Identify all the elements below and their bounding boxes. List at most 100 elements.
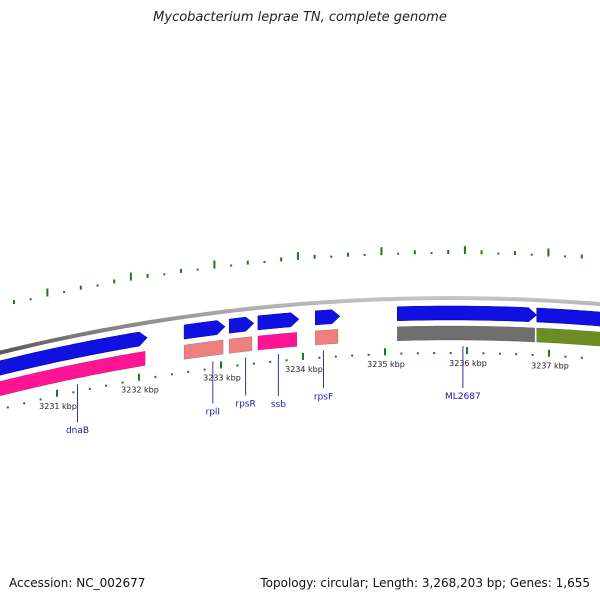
gc-tick [330,255,333,258]
scale-tick [482,352,485,355]
gc-tick [180,268,182,273]
gc-tick [29,298,32,301]
gc-tick [380,247,383,256]
gc-tick [13,300,15,304]
forward-cds-ML2687[interactable] [397,305,538,322]
scale-tick [72,391,75,394]
forward-cds-rpsF[interactable] [315,309,341,326]
gc-tick [196,268,199,271]
reverse-cds-ssb[interactable] [257,332,298,351]
gc-tick [296,252,299,260]
forward-cds-dnaB[interactable] [0,331,148,376]
scale-tick [400,352,403,355]
scale-tick [203,368,206,371]
scale-tick [121,381,124,384]
scale-tick [6,406,9,409]
gc-tick [530,253,533,256]
gene-label-rplI[interactable]: rplI [206,407,221,417]
gc-tick [447,250,450,254]
reverse-cds-dnaB[interactable] [0,350,146,397]
gc-tick [46,288,49,297]
gc-tick [497,252,500,255]
reverse-cds-ML2687[interactable] [397,325,535,343]
gc-tick [246,260,249,265]
backbone-ring [0,296,600,355]
scale-label-3232: 3232 kbp [121,386,159,395]
scale-label-3236: 3236 kbp [449,359,487,368]
scale-tick [564,355,567,358]
accession-text: Accession: NC_002677 [9,576,146,590]
gc-tick [263,261,266,263]
reverse-cds-track [0,325,600,397]
reverse-cds-rpsR[interactable] [228,336,253,354]
scale-tick [433,352,436,355]
gc-tick [213,260,216,269]
forward-cds-rplI[interactable] [183,320,226,340]
reverse-cds-rplI[interactable] [183,339,224,360]
gc-tick [79,285,82,290]
scale-tick [39,398,42,401]
scale-tick [498,352,501,355]
scale-tick [252,362,255,365]
scale-track: 3231 kbp 3232 kbp 3233 kbp 3234 kbp 3235 kbp… [6,347,583,411]
scale-tick [515,353,518,356]
gc-tick [463,246,466,255]
reverse-cds-rpsF[interactable] [315,329,339,346]
scale-tick [105,384,108,387]
scale-tick [302,352,304,360]
scale-label-3231: 3231 kbp [39,402,77,411]
map-title: Mycobacterium leprae TN, complete genome [153,10,447,25]
gc-tick [113,279,116,284]
gc-tick [129,272,132,281]
gc-tick [397,252,400,255]
forward-cds-ssb[interactable] [257,312,300,331]
forward-cds-track [0,305,600,376]
gene-label-rpsR[interactable]: rpsR [235,399,255,409]
scale-label-3233: 3233 kbp [203,373,241,382]
scale-tick [334,355,337,358]
scale-tick [351,354,354,357]
scale-tick [285,359,288,362]
gc-tick [163,273,166,276]
gc-tick [313,254,316,259]
scale-tick [56,389,58,397]
scale-label-3234: 3234 kbp [285,365,323,374]
topology-text: Topology: circular; Length: 3,268,203 bp… [260,576,590,590]
gc-tick [547,248,550,257]
scale-tick [548,349,550,357]
gc-tick [280,257,283,262]
gc-tick [564,255,567,258]
reverse-cds-unnamed[interactable] [536,327,600,347]
scale-tick [318,356,321,359]
gene-labels: dnaB rplI rpsR ssb rpsF ML2687 [66,346,481,436]
scale-tick [187,370,190,373]
gene-label-ssb[interactable]: ssb [271,400,286,410]
backbone-track [0,296,600,355]
gene-label-rpsF[interactable]: rpsF [314,392,333,402]
scale-tick [367,353,370,356]
scale-tick [88,387,91,390]
scale-tick [416,352,419,355]
gc-tick-track [13,246,583,304]
gene-label-ML2687[interactable]: ML2687 [445,392,481,402]
gc-tick [514,251,516,256]
gc-tick [413,250,416,255]
scale-tick [23,402,26,405]
scale-tick [531,353,534,356]
scale-label-3237: 3237 kbp [531,362,569,371]
scale-tick [269,360,272,363]
gene-label-dnaB[interactable]: dnaB [66,426,89,436]
gc-tick [430,252,433,255]
gc-tick [146,273,149,278]
gc-tick [363,253,366,256]
scale-tick [170,373,173,376]
gc-tick [230,264,233,267]
forward-cds-rpsR[interactable] [228,316,255,334]
scale-tick [384,348,386,356]
scale-tick [220,361,222,369]
scale-tick [580,356,583,359]
forward-cds-unnamed[interactable] [536,307,600,327]
gc-tick [347,252,349,257]
scale-tick [154,375,157,378]
